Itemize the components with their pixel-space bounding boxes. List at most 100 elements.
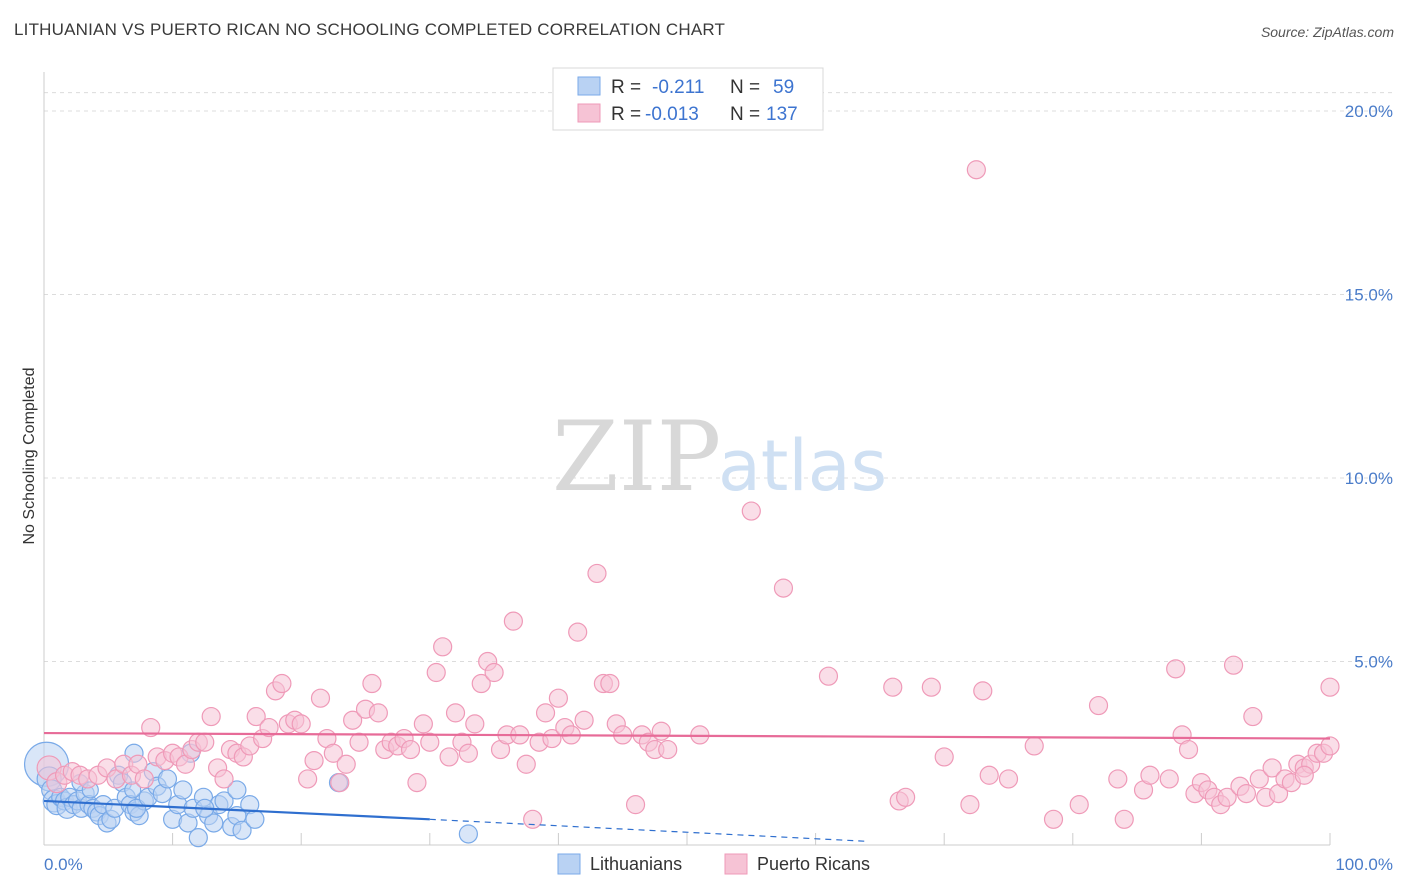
watermark: ZIP atlas — [552, 401, 887, 513]
bottom-legend-lithuanians: Lithuanians — [590, 854, 682, 874]
point-puerto-ricans-106 — [1024, 736, 1044, 756]
point-puerto-ricans-62 — [458, 743, 478, 763]
trend-line-extension-0 — [429, 818, 868, 842]
legend-n-label-2: N = — [730, 104, 760, 125]
legend-swatch-puerto-ricans — [577, 103, 601, 123]
point-puerto-ricans-123 — [1217, 787, 1237, 807]
point-puerto-ricans-83 — [600, 673, 620, 694]
axes — [43, 72, 1331, 846]
x-tick-label-1: 100.0% — [1335, 855, 1393, 874]
point-puerto-ricans-33 — [272, 673, 292, 694]
point-puerto-ricans-80 — [574, 710, 594, 730]
point-puerto-ricans-31 — [259, 717, 279, 738]
chart-source: Source: ZipAtlas.com — [1260, 24, 1394, 40]
point-puerto-ricans-48 — [368, 703, 388, 723]
point-puerto-ricans-53 — [400, 739, 421, 760]
y-tick-label-2: 15.0% — [1345, 286, 1393, 305]
point-lithuanians-52 — [245, 809, 265, 829]
trend-line-0 — [43, 799, 430, 821]
point-puerto-ricans-47 — [362, 673, 382, 694]
legend-r-value-2: -0.013 — [645, 104, 699, 125]
point-puerto-ricans-63 — [465, 714, 485, 734]
point-puerto-ricans-128 — [1249, 769, 1269, 789]
point-puerto-ricans-110 — [1108, 769, 1128, 789]
point-puerto-ricans-94 — [773, 578, 794, 598]
bottom-legend-puerto-ricans: Puerto Ricans — [757, 854, 870, 874]
point-puerto-ricans-86 — [625, 795, 646, 815]
point-puerto-ricans-57 — [426, 662, 446, 683]
y-axis-label: No Schooling Completed — [21, 368, 38, 545]
point-lithuanians-39 — [173, 780, 193, 800]
point-puerto-ricans-139 — [1320, 736, 1340, 756]
point-puerto-ricans-109 — [1088, 695, 1109, 716]
point-puerto-ricans-22 — [201, 706, 221, 727]
point-lithuanians-50 — [232, 820, 252, 840]
point-puerto-ricans-13 — [141, 717, 161, 738]
point-puerto-ricans-37 — [298, 769, 318, 789]
x-tick-label-0: 0.0% — [44, 855, 83, 874]
point-puerto-ricans-104 — [979, 765, 999, 785]
point-puerto-ricans-59 — [439, 747, 459, 767]
point-puerto-ricans-101 — [960, 795, 980, 815]
legend-swatch-lithuanians — [577, 76, 601, 96]
point-puerto-ricans-36 — [291, 714, 311, 734]
point-lithuanians-31 — [126, 798, 147, 818]
point-puerto-ricans-44 — [343, 710, 363, 730]
point-puerto-ricans-55 — [413, 714, 433, 734]
point-puerto-ricans-124 — [1223, 655, 1244, 675]
point-puerto-ricans-100 — [934, 747, 954, 767]
data-points — [23, 160, 1340, 848]
legend-n-value-2: 137 — [766, 104, 798, 125]
trend-lines — [43, 731, 1331, 842]
point-puerto-ricans-21 — [195, 732, 215, 752]
y-tick-label-1: 10.0% — [1345, 469, 1393, 488]
chart-title: LITHUANIAN VS PUERTO RICAN NO SCHOOLING … — [14, 20, 726, 39]
point-puerto-ricans-81 — [587, 563, 607, 584]
point-puerto-ricans-113 — [1140, 765, 1160, 785]
point-puerto-ricans-98 — [896, 787, 916, 807]
point-puerto-ricans-76 — [548, 688, 569, 708]
point-puerto-ricans-96 — [883, 677, 903, 697]
legend-r-label-2: R = — [611, 104, 641, 125]
point-puerto-ricans-75 — [542, 728, 562, 749]
series-1-points — [36, 160, 1340, 829]
point-lithuanians-58 — [458, 824, 478, 844]
point-puerto-ricans-126 — [1236, 784, 1257, 804]
point-lithuanians-42 — [188, 828, 208, 848]
point-puerto-ricans-130 — [1262, 758, 1282, 778]
point-puerto-ricans-58 — [433, 637, 453, 657]
point-puerto-ricans-117 — [1178, 739, 1199, 760]
point-puerto-ricans-71 — [516, 754, 536, 774]
point-puerto-ricans-56 — [420, 732, 440, 752]
point-puerto-ricans-74 — [535, 703, 556, 723]
point-lithuanians-56 — [227, 780, 247, 800]
point-puerto-ricans-69 — [503, 611, 523, 631]
point-puerto-ricans-127 — [1243, 706, 1263, 727]
stats-legend: R = -0.211 N = 59 R = -0.013 N = 137 — [552, 67, 824, 131]
point-puerto-ricans-54 — [407, 773, 427, 793]
point-puerto-ricans-108 — [1069, 795, 1089, 815]
watermark-zip: ZIP — [552, 401, 721, 513]
point-puerto-ricans-24 — [214, 769, 234, 789]
legend-n-value-1: 59 — [773, 77, 794, 98]
point-puerto-ricans-105 — [998, 769, 1019, 789]
point-puerto-ricans-66 — [484, 662, 504, 683]
point-puerto-ricans-29 — [246, 706, 266, 727]
point-puerto-ricans-107 — [1043, 809, 1064, 829]
y-tick-label-3: 20.0% — [1345, 102, 1393, 121]
legend-n-label-1: N = — [730, 77, 760, 98]
point-puerto-ricans-42 — [330, 773, 350, 793]
point-puerto-ricans-95 — [818, 666, 839, 686]
point-puerto-ricans-79 — [568, 622, 588, 642]
point-puerto-ricans-60 — [445, 703, 466, 723]
point-puerto-ricans-102 — [966, 160, 986, 180]
watermark-atlas: atlas — [718, 425, 887, 507]
point-puerto-ricans-45 — [349, 732, 369, 752]
point-puerto-ricans-91 — [658, 739, 678, 760]
point-lithuanians-36 — [157, 769, 178, 789]
bottom-legend-swatch-puerto-ricans — [724, 853, 748, 875]
point-puerto-ricans-141 — [1294, 765, 1314, 785]
point-puerto-ricans-90 — [651, 721, 671, 741]
point-puerto-ricans-72 — [523, 809, 543, 829]
